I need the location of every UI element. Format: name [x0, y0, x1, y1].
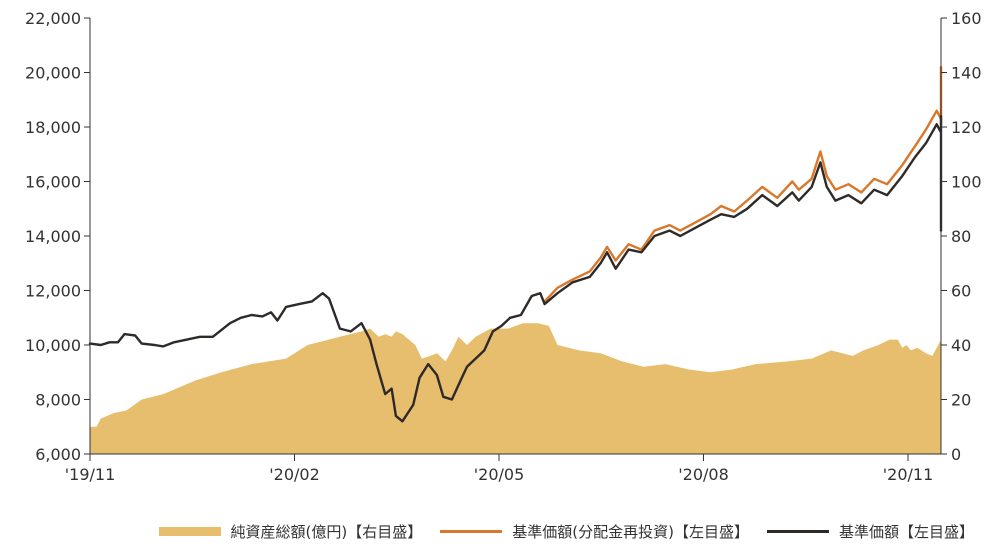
- x-tick-label: '20/05: [474, 465, 525, 484]
- series-line-nav: [88, 114, 943, 423]
- y-left-tick-label: 20,000: [25, 64, 81, 83]
- y-left-tick-label: 10,000: [25, 336, 81, 355]
- legend-item-nav-reinvested: 基準価額(分配金再投資)【左目盛】: [440, 521, 749, 542]
- legend-swatch-nav: [766, 529, 829, 533]
- y-right-tick-label: 20: [951, 391, 971, 410]
- y-right-tick-label: 60: [951, 282, 971, 301]
- x-tick-label: '19/11: [65, 465, 116, 484]
- y-right-tick-label: 120: [951, 118, 982, 137]
- y-left-tick-label: 6,000: [35, 445, 81, 464]
- legend-swatch-net-assets: [158, 526, 221, 536]
- x-tick-label: '20/11: [883, 465, 934, 484]
- legend-label-nav: 基準価額【左目盛】: [838, 522, 974, 541]
- y-right-tick-label: 160: [951, 9, 982, 28]
- x-tick-label: '20/08: [678, 465, 729, 484]
- axis-layer: 6,000 8,000 10,000 12,000 14,000 16,000 18,000…: [25, 9, 982, 484]
- area-layer: [90, 323, 941, 454]
- legend-label-nav-reinvested: 基準価額(分配金再投資)【左目盛】: [512, 522, 749, 541]
- legend-item-net-assets: 純資産総額(億円)【右目盛】: [158, 521, 423, 542]
- y-right-tick-label: 80: [951, 227, 971, 246]
- y-right-tick-label: 100: [951, 173, 982, 192]
- legend-item-nav: 基準価額【左目盛】: [766, 521, 974, 542]
- y-right-tick-label: 140: [951, 64, 982, 83]
- y-left-tick-label: 12,000: [25, 282, 81, 301]
- y-left-tick-label: 22,000: [25, 9, 81, 28]
- y-right-tick-label: 40: [951, 336, 971, 355]
- y-left-tick-label: 16,000: [25, 173, 81, 192]
- series-area-net-assets: [90, 323, 941, 454]
- x-tick-label: '20/02: [269, 465, 320, 484]
- legend-swatch-nav-reinvested: [440, 529, 503, 533]
- series-line-nav-reinvested: [543, 65, 943, 303]
- y-left-tick-label: 18,000: [25, 118, 81, 137]
- legend: 純資産総額(億円)【右目盛】 基準価額(分配金再投資)【左目盛】 基準価額【左目…: [0, 518, 988, 544]
- y-left-tick-label: 14,000: [25, 227, 81, 246]
- y-right-tick-label: 0: [951, 445, 961, 464]
- legend-label-net-assets: 純資産総額(億円)【右目盛】: [230, 522, 423, 541]
- y-left-tick-label: 8,000: [35, 391, 81, 410]
